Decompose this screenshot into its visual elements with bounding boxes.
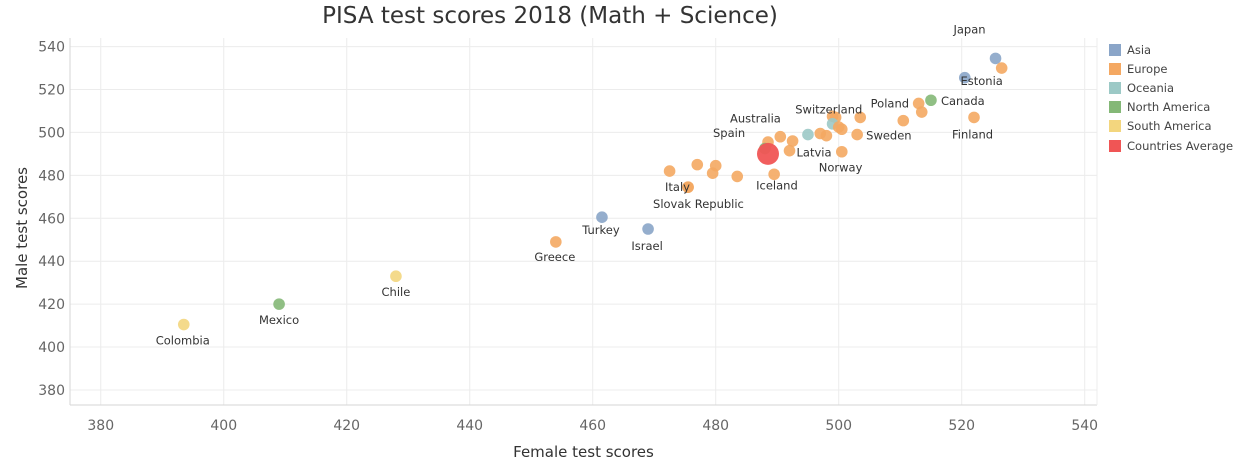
x-tick-label: 520 (948, 418, 975, 434)
legend-label: North America (1127, 100, 1211, 115)
x-tick-label: 440 (456, 418, 483, 434)
point-label: Slovak Republic (653, 197, 744, 211)
point-label: Switzerland (795, 102, 862, 116)
data-point (756, 142, 779, 165)
scatter-plot: 380 400 420 440 460 480 500 520 540 380 400 420 440 4… (38, 22, 1098, 434)
y-tick-label: 480 (38, 168, 65, 184)
point-labels: Japan Estonia Canada Poland Finland Switzerla… (156, 22, 1003, 347)
point-label: Greece (534, 250, 575, 264)
legend-item: Oceania (1109, 78, 1233, 97)
data-point (768, 168, 780, 181)
point-label: Colombia (156, 334, 210, 348)
data-point (783, 144, 796, 157)
data-point (835, 145, 848, 158)
legend-swatch (1109, 81, 1121, 94)
y-tick-label: 500 (38, 125, 65, 141)
legend-item: North America (1109, 98, 1233, 117)
data-point (989, 52, 1002, 65)
y-tick-label: 440 (38, 254, 65, 270)
data-point (774, 130, 787, 143)
point-label: Sweden (866, 129, 911, 143)
point-label: Mexico (259, 313, 299, 327)
data-point (642, 223, 654, 235)
data-point (925, 94, 937, 107)
point-label: Italy (665, 180, 690, 194)
point-label: Norway (819, 161, 863, 175)
data-point (682, 181, 694, 193)
x-tick-label: 380 (87, 418, 114, 434)
x-axis-title: Female test scores (513, 443, 654, 461)
x-tick-label: 540 (1071, 418, 1098, 434)
y-tick-label: 380 (38, 383, 65, 399)
point-label: Japan (952, 22, 985, 36)
y-tick-label: 520 (38, 83, 65, 99)
point-label: Israel (631, 239, 662, 253)
point-label: Canada (941, 94, 985, 108)
legend-label: Countries Average (1127, 138, 1234, 153)
x-tick-label: 500 (825, 418, 852, 434)
axes: 380 400 420 440 460 480 500 520 540 380 400 420 440 4… (38, 38, 1098, 434)
legend-item: Countries Average (1109, 136, 1233, 155)
point-label: Finland (952, 127, 993, 141)
x-tick-label: 460 (579, 418, 606, 434)
legend-label: Oceania (1127, 80, 1175, 95)
y-tick-label: 400 (38, 340, 65, 356)
y-axis-title: Male test scores (13, 167, 31, 289)
data-point (897, 114, 910, 127)
data-point (995, 62, 1008, 74)
point-label: Australia (730, 112, 781, 126)
data-points (177, 52, 1008, 331)
point-label: Iceland (756, 178, 798, 192)
data-point (851, 128, 863, 141)
data-point (177, 318, 190, 331)
legend-label: South America (1127, 119, 1212, 134)
legend-item: Asia (1109, 40, 1233, 59)
data-point (731, 170, 744, 183)
legend: Asia Europe Oceania North America South Amer… (1109, 40, 1233, 155)
y-tick-label: 420 (38, 297, 65, 313)
legend-swatch (1109, 62, 1121, 75)
point-label: Spain (713, 126, 745, 140)
legend-item: Europe (1109, 59, 1233, 78)
chart-title: PISA test scores 2018 (Math + Science) (322, 3, 778, 29)
data-point (968, 111, 980, 124)
x-tick-label: 420 (333, 418, 360, 434)
point-label: Chile (382, 285, 411, 299)
legend-swatch (1109, 139, 1121, 152)
legend-label: Europe (1127, 61, 1168, 76)
point-label: Turkey (581, 223, 620, 237)
data-point (596, 211, 608, 224)
y-tick-label: 540 (38, 40, 65, 56)
data-point (915, 106, 928, 118)
legend-label: Asia (1127, 42, 1152, 57)
legend-swatch (1109, 101, 1121, 114)
data-point (786, 135, 799, 147)
legend-item: South America (1109, 117, 1233, 136)
data-point (854, 111, 867, 124)
legend-swatch (1109, 43, 1121, 56)
data-point (958, 71, 971, 84)
data-point (835, 123, 848, 136)
point-label: Estonia (961, 74, 1003, 88)
data-point (706, 167, 719, 180)
x-tick-label: 480 (702, 418, 729, 434)
point-label: Poland (871, 96, 909, 110)
data-point (663, 165, 676, 177)
data-point (390, 270, 402, 283)
data-point (550, 236, 562, 248)
grid-lines (70, 38, 1097, 405)
data-point (820, 129, 833, 142)
x-tick-label: 400 (210, 418, 237, 434)
data-point (273, 298, 285, 310)
legend-swatch (1109, 120, 1121, 133)
data-point (691, 158, 704, 171)
y-tick-label: 460 (38, 211, 65, 227)
data-point (802, 128, 814, 141)
point-label: Latvia (797, 146, 832, 160)
